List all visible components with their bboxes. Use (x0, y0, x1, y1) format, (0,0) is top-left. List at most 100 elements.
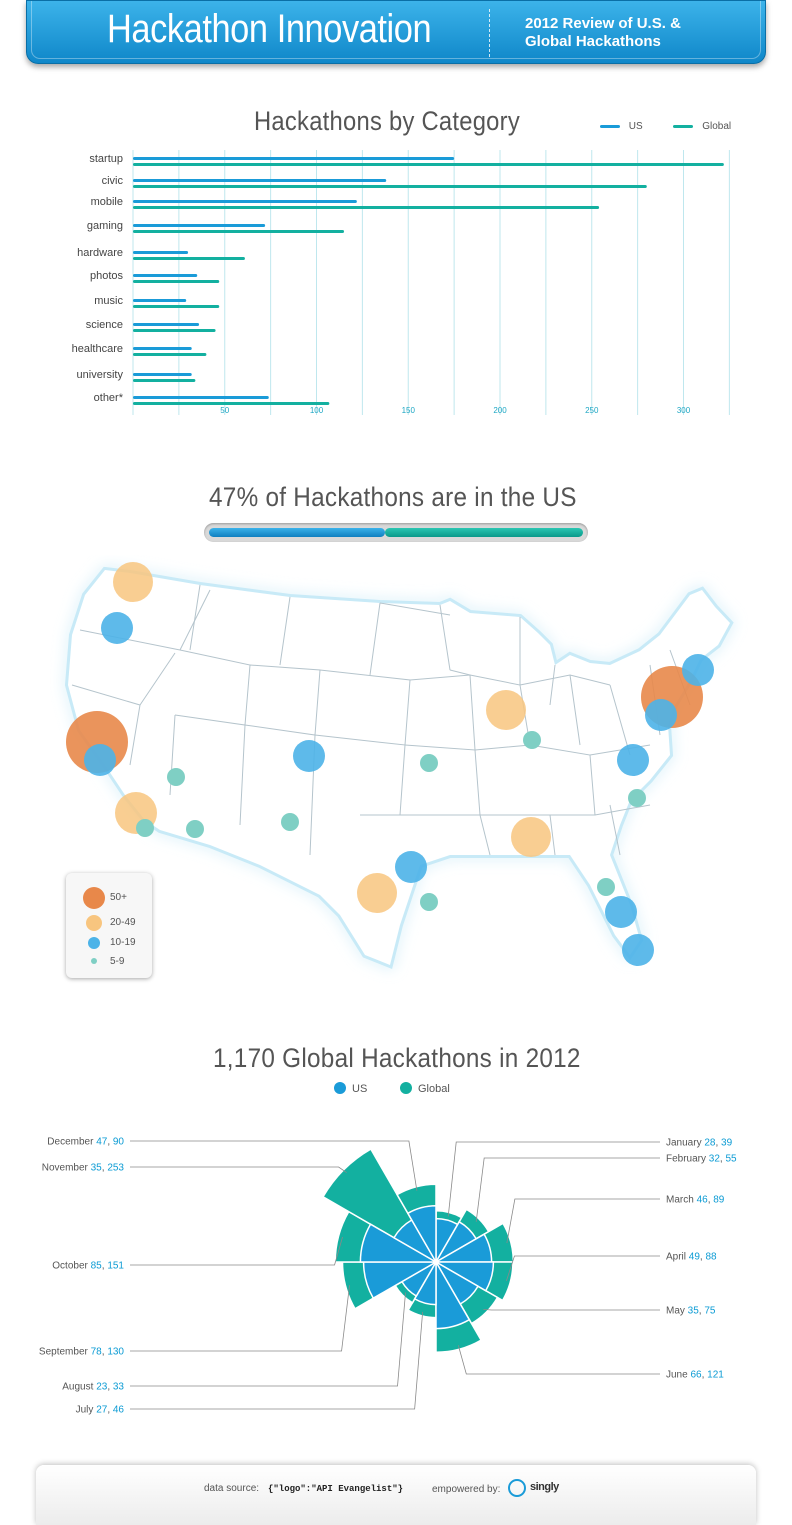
polar-month-name: June (666, 1370, 690, 1381)
polar-month-us-value: 28 (704, 1138, 716, 1149)
bar-global (133, 163, 724, 166)
polar-chart-title: 1,170 Global Hackathons in 2012 (213, 1043, 581, 1073)
bubble-jax (597, 878, 615, 896)
polar-month-global-value: 33 (113, 1382, 125, 1393)
polar-month-name: August (62, 1382, 96, 1393)
polar-month-sep: , (107, 1405, 113, 1416)
polar-month-sep: , (700, 1252, 706, 1263)
polar-leader-line (457, 1345, 660, 1375)
map-section-title: 47% of Hackathons are in the US (209, 482, 577, 512)
polar-leader-line (483, 1308, 660, 1311)
polar-legend-us: US (334, 1082, 367, 1095)
legend-dot-20-49 (86, 915, 102, 931)
bar-us (133, 299, 187, 302)
legend-dot-50plus (83, 887, 105, 909)
polar-month-name: July (76, 1405, 97, 1416)
bar-global (133, 305, 220, 308)
polar-month-label: May 35, 75 (666, 1306, 716, 1317)
us-state-borders (71, 584, 691, 856)
polar-leader-line (506, 1198, 660, 1244)
polar-leader-line (130, 1292, 406, 1387)
bar-chart-title: Hackathons by Category (254, 106, 520, 136)
bubble-orlando (605, 896, 637, 928)
polar-month-label: January 28, 39 (666, 1138, 733, 1149)
us-map (64, 562, 734, 970)
bar-category-label: other* (94, 392, 124, 404)
polar-month-label: February 32, 55 (666, 1154, 737, 1165)
bar-global (133, 329, 216, 332)
polar-month-sep: , (102, 1163, 108, 1174)
bar-legend-us-label: US (628, 121, 643, 132)
polar-month-us-value: 66 (690, 1370, 702, 1381)
bar-legend-us-swatch (600, 124, 620, 128)
bubble-vegas (167, 768, 185, 786)
polar-month-global-value: 55 (725, 1154, 737, 1165)
bar-category-label: hardware (77, 247, 123, 259)
polar-wedge-us (359, 1223, 439, 1263)
polar-month-global-value: 75 (704, 1306, 716, 1317)
polar-month-sep: , (715, 1138, 721, 1149)
polar-legend-global: Global (400, 1082, 450, 1095)
polar-month-name: October (52, 1261, 90, 1272)
polar-leader-line (130, 1285, 350, 1352)
polar-leader-line (130, 1236, 343, 1266)
bar-category-label: startup (89, 153, 123, 165)
polar-month-sep: , (699, 1306, 705, 1317)
polar-month-global-value: 46 (113, 1405, 125, 1416)
polar-month-sep: , (702, 1370, 708, 1381)
polar-leader-line (130, 1311, 424, 1410)
bar-global (133, 379, 196, 382)
bar-us (133, 179, 387, 182)
singly-logo-icon (508, 1479, 526, 1497)
bubble-seattle (113, 562, 153, 602)
polar-month-us-value: 49 (689, 1252, 701, 1263)
bar-us (133, 396, 269, 399)
bar-tick-label: 50 (220, 406, 229, 415)
page-subtitle: 2012 Review of U.S. & Global Hackathons (525, 15, 725, 51)
legend-row-10-19: 10-19 (66, 934, 152, 954)
bar-global (133, 257, 245, 260)
legend-label-10-19: 10-19 (110, 937, 136, 948)
polar-month-sep: , (720, 1154, 726, 1165)
polar-month-name: February (666, 1154, 709, 1165)
bar-global (133, 402, 330, 405)
bubble-austin (357, 873, 397, 913)
polar-area-chart: January 28, 39 February 32, 55 March 46, 8… (39, 1137, 737, 1416)
bar-category-label: music (94, 295, 123, 307)
bubble-raleigh (628, 789, 646, 807)
global-share-fill (385, 528, 583, 537)
polar-month-us-value: 78 (91, 1347, 103, 1358)
us-map-outline (64, 566, 734, 970)
bar-us (133, 157, 455, 160)
legend-label-20-49: 20-49 (110, 917, 136, 928)
bar-us (133, 224, 266, 227)
polar-month-sep: , (708, 1195, 714, 1206)
polar-month-us-value: 85 (91, 1261, 103, 1272)
polar-month-us-value: 23 (96, 1382, 108, 1393)
polar-leader-line (475, 1157, 660, 1222)
bubble-philly (645, 699, 677, 731)
bar-category-label: university (77, 369, 124, 381)
polar-month-name: April (666, 1252, 689, 1263)
bar-global (133, 206, 600, 209)
bubble-chicago (486, 690, 526, 730)
polar-month-us-value: 35 (688, 1306, 700, 1317)
polar-month-name: September (39, 1347, 91, 1358)
bubble-phoenix (186, 820, 204, 838)
bar-us (133, 323, 200, 326)
bubble-dc (617, 744, 649, 776)
polar-wedge-us (433, 1261, 495, 1292)
polar-month-global-value: 151 (107, 1261, 124, 1272)
polar-month-label: August 23, 33 (62, 1382, 124, 1393)
header-inner-border (31, 1, 761, 59)
bubble-denver (293, 740, 325, 772)
bar-global (133, 230, 345, 233)
map-bubbles (66, 562, 714, 966)
polar-month-global-value: 90 (113, 1137, 125, 1148)
polar-legend-global-dot (400, 1082, 412, 1094)
bar-category-label: gaming (87, 220, 123, 232)
bar-global (133, 185, 647, 188)
bubble-albuquerque (281, 813, 299, 831)
bubble-sanjose (84, 744, 116, 776)
polar-month-global-value: 89 (713, 1195, 725, 1206)
